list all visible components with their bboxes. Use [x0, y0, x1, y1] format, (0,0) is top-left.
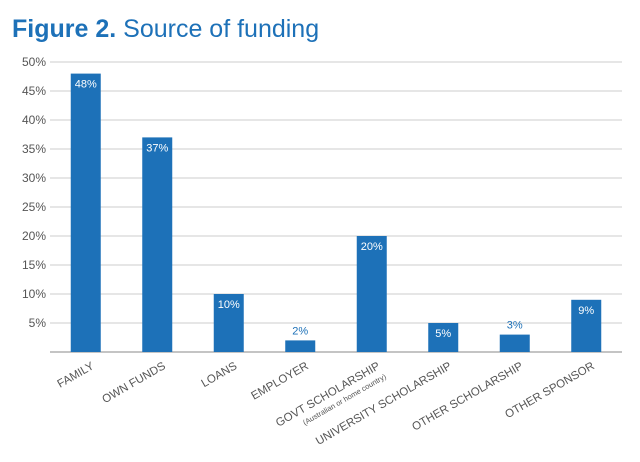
y-tick-label: 40% [22, 113, 46, 127]
bar [356, 236, 387, 352]
bar-value-label: 20% [361, 241, 383, 253]
bar [285, 340, 316, 352]
bar-value-label: 3% [507, 320, 523, 332]
bar [428, 323, 459, 352]
bar-value-label: 10% [218, 299, 240, 311]
bar-value-label: 9% [578, 305, 594, 317]
y-tick-label: 10% [22, 287, 46, 301]
bar-value-label: 37% [146, 142, 168, 154]
y-tick-label: 30% [22, 171, 46, 185]
y-tick-label: 5% [29, 316, 47, 330]
chart-title: Figure 2. Source of funding [12, 12, 319, 46]
y-tick-label: 50% [22, 55, 46, 69]
bar [499, 334, 530, 352]
x-tick-label: LOANS [199, 360, 239, 390]
bar-value-label: 5% [435, 328, 451, 340]
x-tick-label: EMPLOYER [249, 360, 310, 402]
title-text: Source of funding [123, 15, 320, 43]
y-tick-label: 35% [22, 142, 46, 156]
bar [571, 299, 602, 352]
x-tick-label: FAMILY [56, 360, 97, 391]
bar-value-label: 48% [75, 79, 97, 91]
bar [70, 73, 101, 352]
y-tick-label: 45% [22, 84, 46, 98]
y-tick-label: 20% [22, 229, 46, 243]
figure-label: Figure 2. [12, 15, 117, 43]
bar [213, 294, 244, 352]
y-tick-label: 15% [22, 258, 46, 272]
x-tick-label: OWN FUNDS [100, 360, 168, 406]
bar [142, 137, 173, 352]
y-tick-label: 25% [22, 200, 46, 214]
bar-value-label: 2% [292, 325, 308, 337]
